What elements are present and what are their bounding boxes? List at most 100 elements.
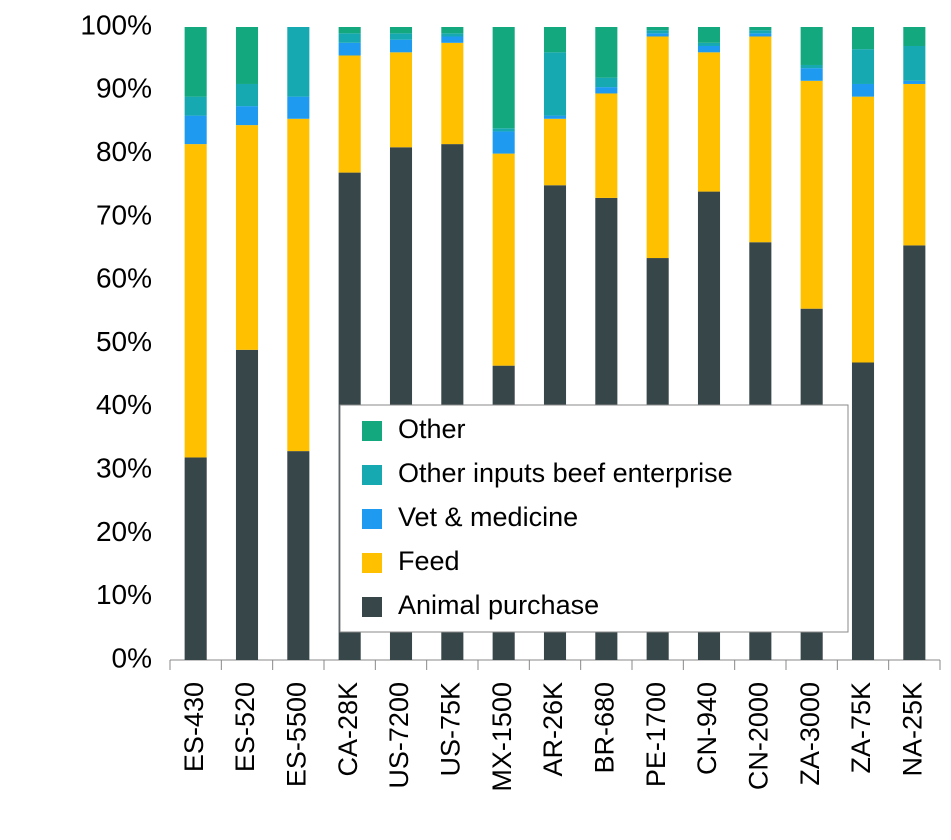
x-tick-label: ES-430 — [179, 682, 209, 772]
bar-segment — [389, 27, 413, 34]
x-tick-label: US-75K — [435, 682, 465, 777]
x-tick-label: ZA-75K — [846, 682, 876, 774]
x-tick-label: NA-25K — [897, 682, 927, 777]
bar-segment — [800, 27, 823, 65]
bar-segment — [543, 118, 567, 186]
x-tick-label: AR-26K — [538, 682, 568, 777]
bar-segment — [441, 27, 464, 34]
x-tick-label: US-7200 — [384, 682, 414, 789]
y-tick-label: 30% — [96, 452, 152, 483]
x-tick-label: CA-28K — [333, 682, 363, 777]
legend: Other Other inputs beef enterprise Vet & m… — [339, 404, 849, 633]
legend-box — [339, 404, 849, 633]
bar-segment — [595, 93, 618, 198]
bar-segment — [235, 83, 259, 107]
bar-segment — [800, 68, 823, 81]
bar-segment — [235, 106, 259, 126]
bar-segment — [389, 33, 413, 40]
y-tick-label: 60% — [96, 263, 152, 294]
bar-segment — [184, 144, 207, 458]
bar-segment — [441, 42, 464, 145]
bar-segment — [697, 42, 721, 46]
x-tick-label: PE-1700 — [641, 682, 671, 787]
y-tick-label: 40% — [96, 389, 152, 420]
x-tick-label: CN-940 — [692, 682, 722, 775]
x-tick-label: ES-5500 — [281, 682, 311, 787]
bar-segment — [338, 33, 361, 43]
bar-segment — [646, 27, 669, 31]
bar-segment — [287, 451, 310, 660]
bar-segment — [595, 77, 618, 88]
x-tick-label: CN-2000 — [743, 682, 773, 790]
bar-segment — [903, 245, 926, 660]
y-tick-label: 90% — [96, 73, 152, 104]
bar-segment — [235, 125, 259, 350]
bar-segment — [646, 36, 669, 259]
legend-swatch — [362, 421, 382, 441]
bar-segment — [646, 30, 669, 34]
bar-segment — [749, 36, 772, 243]
bar-segment — [800, 64, 823, 69]
bar-segment — [697, 52, 721, 192]
bar-segment — [749, 33, 772, 37]
bar-segment — [235, 27, 259, 84]
legend-label: Other — [398, 414, 466, 444]
bar-segment — [287, 118, 310, 452]
y-tick-label: 20% — [96, 516, 152, 547]
x-tick-label: ES-520 — [230, 682, 260, 772]
bar-segment — [287, 96, 310, 119]
bar-segment — [492, 153, 515, 366]
bar-segment — [338, 42, 361, 56]
y-tick-label: 100% — [80, 9, 152, 40]
bar-segment — [235, 349, 259, 660]
bar-segment — [749, 30, 772, 34]
bar-segment — [543, 115, 567, 119]
legend-label: Feed — [398, 546, 460, 576]
y-tick-label: 0% — [112, 642, 152, 673]
legend-label: Vet & medicine — [398, 502, 578, 532]
bar-segment — [389, 52, 413, 148]
x-tick-label: ZA-3000 — [795, 682, 825, 786]
bar-segment — [441, 36, 464, 43]
legend-label: Other inputs beef enterprise — [398, 458, 733, 488]
legend-swatch — [362, 465, 382, 485]
legend-swatch — [362, 597, 382, 617]
bar-segment — [389, 39, 413, 53]
bar-segment — [851, 27, 875, 50]
bar-segment — [492, 27, 515, 129]
y-tick-label: 70% — [96, 199, 152, 230]
bar-segment — [903, 45, 926, 81]
bar-segment — [646, 33, 669, 37]
bar-segment — [184, 96, 207, 116]
bar-segment — [492, 128, 515, 132]
bar-segment — [595, 27, 618, 78]
bar-segment — [800, 80, 823, 309]
bar-segment — [697, 45, 721, 53]
legend-swatch — [362, 509, 382, 529]
bar-segment — [851, 49, 875, 84]
bar-segment — [184, 115, 207, 145]
bar-segment — [184, 457, 207, 660]
legend-label: Animal purchase — [398, 590, 599, 620]
bar-segment — [903, 83, 926, 246]
bar-segment — [903, 80, 926, 84]
bar-segment — [492, 131, 515, 154]
bar-segment — [595, 87, 618, 94]
bar-segment — [338, 55, 361, 173]
bar-segment — [749, 27, 772, 31]
y-tick-label: 50% — [96, 326, 152, 357]
bar-segment — [851, 96, 875, 363]
bar-segment — [543, 52, 567, 116]
bar-segment — [441, 33, 464, 37]
y-tick-label: 10% — [96, 579, 152, 610]
bar-segment — [697, 27, 721, 43]
x-tick-label: BR-680 — [589, 682, 619, 774]
y-tick-label: 80% — [96, 136, 152, 167]
bar-segment — [287, 27, 310, 97]
bar-segment — [851, 83, 875, 97]
bar-segment — [184, 27, 207, 97]
x-tick-label: MX-1500 — [487, 682, 517, 792]
bar-segment — [903, 27, 926, 46]
bar-segment — [338, 27, 361, 34]
